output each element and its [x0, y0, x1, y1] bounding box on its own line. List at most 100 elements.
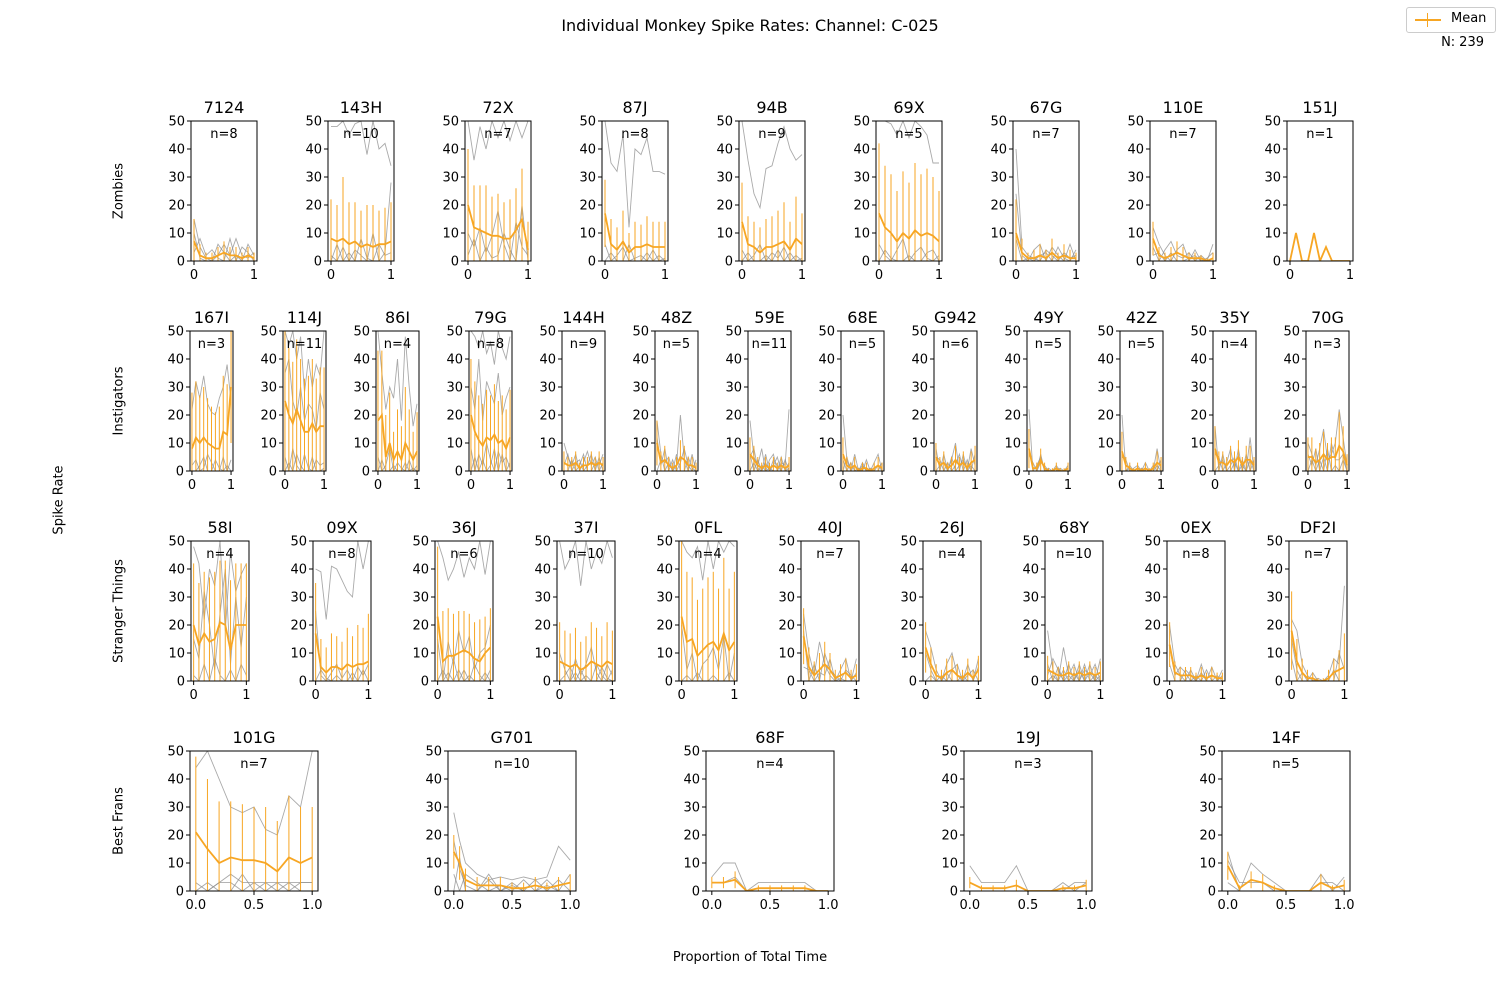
y-tick-label: 10 — [725, 437, 742, 452]
x-tick-label: 0 — [799, 688, 807, 703]
x-tick-label: 1 — [785, 478, 793, 493]
x-tick-label: 0 — [555, 688, 563, 703]
individual-trace — [470, 331, 511, 365]
y-tick-label: 30 — [900, 591, 917, 606]
panel-title: 69X — [893, 98, 924, 117]
x-tick-label: 0.0 — [443, 898, 464, 913]
y-tick-label: 0 — [665, 675, 673, 690]
y-tick-label: 30 — [168, 171, 185, 186]
mean-line — [1290, 630, 1345, 681]
panel-title: 42Z — [1126, 308, 1157, 327]
panel-title: 70G — [1311, 308, 1344, 327]
y-tick-label: 0 — [692, 885, 700, 900]
y-tick-label: 30 — [1283, 381, 1300, 396]
x-tick-label: 0.5 — [502, 898, 523, 913]
y-tick-label: 40 — [1022, 563, 1039, 578]
x-tick-label: 1 — [599, 478, 607, 493]
mean-line — [1168, 644, 1223, 680]
panel-n-label: n=9 — [570, 337, 597, 352]
x-tick-label: 0 — [1012, 268, 1020, 283]
y-tick-label: 30 — [656, 591, 673, 606]
x-tick-label: 1.0 — [1076, 898, 1097, 913]
x-tick-label: 0.0 — [701, 898, 722, 913]
mean-line — [1214, 448, 1255, 468]
y-tick-label: 30 — [167, 381, 184, 396]
x-tick-label: 0.0 — [959, 898, 980, 913]
y-tick-label: 20 — [1283, 409, 1300, 424]
panel-n-label: n=6 — [942, 337, 969, 352]
panel-title: 143H — [340, 98, 383, 117]
y-tick-label: 10 — [656, 647, 673, 662]
y-tick-label: 20 — [911, 409, 928, 424]
panel-title: 35Y — [1219, 308, 1249, 327]
y-tick-label: 50 — [412, 535, 429, 550]
mean-line — [924, 647, 980, 680]
mean-line — [559, 660, 613, 671]
total-count: N: 239 — [1437, 35, 1484, 50]
panel-n-label: n=5 — [1128, 337, 1155, 352]
y-tick-label: 20 — [1266, 619, 1283, 634]
mean-line — [749, 453, 790, 470]
panel-title: 144H — [562, 308, 605, 327]
panel-title: 37I — [573, 518, 598, 537]
mean-line — [467, 204, 529, 250]
individual-trace — [1307, 442, 1348, 471]
y-tick-label: 50 — [167, 745, 184, 760]
y-tick-label: 20 — [683, 829, 700, 844]
y-tick-label: 20 — [1127, 199, 1144, 214]
panel-n-label: n=3 — [1014, 757, 1041, 772]
panel-title: 110E — [1163, 98, 1204, 117]
panel-title: G701 — [491, 728, 534, 747]
x-tick-label: 1 — [1064, 478, 1072, 493]
mean-line — [680, 616, 736, 658]
legend-mean-label: Mean — [1451, 11, 1487, 26]
y-tick-label: 20 — [425, 829, 442, 844]
y-tick-label: 30 — [716, 171, 733, 186]
panel-frame — [922, 540, 982, 682]
y-tick-label: 0 — [177, 675, 185, 690]
y-tick-label: 50 — [853, 115, 870, 130]
y-tick-label: 10 — [1190, 437, 1207, 452]
individual-trace — [559, 662, 613, 681]
x-tick-label: 0 — [932, 478, 940, 493]
panel-title: 26J — [939, 518, 964, 537]
panel-title: 49Y — [1033, 308, 1063, 327]
y-tick-label: 40 — [579, 143, 596, 158]
individual-trace — [193, 236, 255, 261]
y-tick-label: 0 — [451, 255, 459, 270]
y-tick-label: 10 — [1283, 437, 1300, 452]
y-tick-label: 30 — [990, 171, 1007, 186]
panel-frame — [678, 540, 738, 682]
y-tick-label: 50 — [442, 115, 459, 130]
mean-line — [377, 412, 418, 463]
panel-title: 40J — [817, 518, 842, 537]
panel-frame — [601, 120, 669, 262]
y-tick-label: 50 — [353, 325, 370, 340]
x-tick-label: 0 — [560, 478, 568, 493]
x-tick-label: 0 — [738, 268, 746, 283]
panel-n-label: n=1 — [1306, 127, 1333, 142]
y-tick-label: 50 — [818, 325, 835, 340]
y-tick-label: 30 — [1144, 591, 1161, 606]
y-tick-label: 50 — [290, 535, 307, 550]
panel-frame — [1288, 540, 1348, 682]
y-tick-label: 50 — [305, 115, 322, 130]
y-tick-label: 10 — [716, 227, 733, 242]
individual-trace — [559, 541, 613, 586]
y-tick-label: 20 — [353, 409, 370, 424]
y-tick-label: 0 — [1136, 255, 1144, 270]
individual-trace — [1121, 414, 1162, 471]
y-tick-label: 50 — [1004, 325, 1021, 340]
y-tick-label: 30 — [818, 381, 835, 396]
x-tick-label: 0.5 — [760, 898, 781, 913]
y-tick-label: 0 — [999, 255, 1007, 270]
y-tick-label: 10 — [1264, 227, 1281, 242]
y-tick-label: 10 — [900, 647, 917, 662]
panel-title: G942 — [934, 308, 977, 327]
panel-frame — [738, 120, 806, 262]
mean-line — [604, 213, 665, 255]
y-tick-label: 40 — [412, 563, 429, 578]
panel-title: 167I — [194, 308, 229, 327]
individual-trace — [681, 541, 735, 581]
panel-frame — [747, 330, 792, 472]
